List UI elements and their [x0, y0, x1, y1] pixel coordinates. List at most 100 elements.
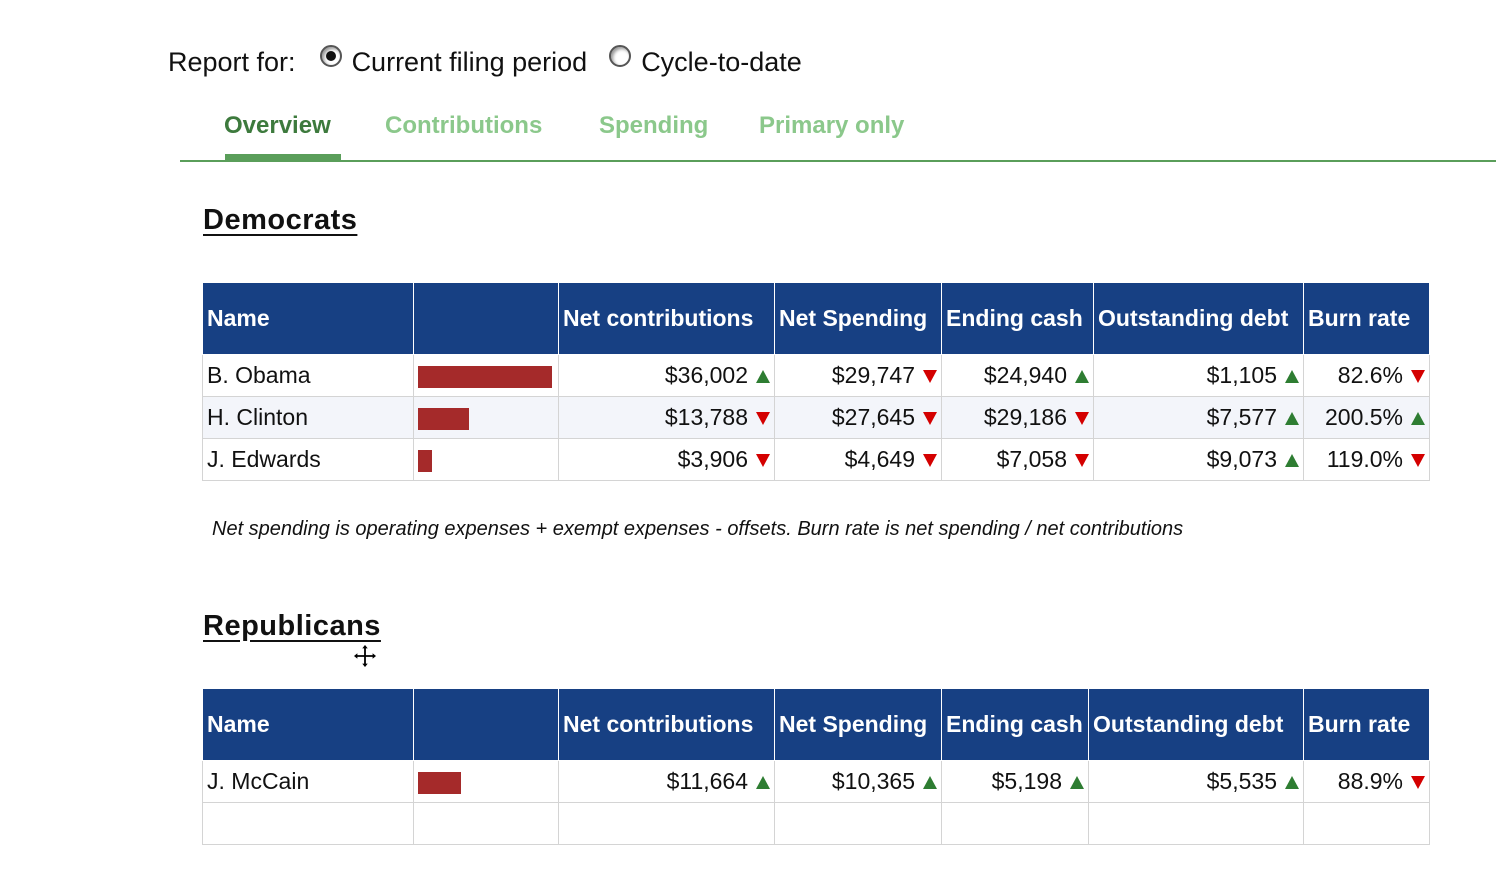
outstanding-debt-value: $1,105: [1206, 362, 1277, 388]
trend-down-icon: [1411, 454, 1425, 468]
trend-up-icon: [923, 776, 937, 790]
empty-cell: [941, 802, 1089, 845]
contribution-bar: [418, 407, 469, 430]
column-header-ending-cash[interactable]: Ending cash: [941, 688, 1089, 761]
outstanding-debt-cell: $9,073: [1093, 438, 1304, 481]
bar-cell: [413, 438, 559, 481]
column-header-name[interactable]: Name: [202, 688, 414, 761]
move-cursor-icon: [352, 643, 378, 669]
burn-rate-cell: 119.0%: [1303, 438, 1430, 481]
candidate-name[interactable]: J. McCain: [202, 760, 414, 803]
net-contributions-value: $11,664: [666, 768, 748, 794]
trend-up-icon: [1075, 370, 1089, 384]
trend-down-icon: [1075, 412, 1089, 426]
trend-down-icon: [756, 412, 770, 426]
tab-bar: Overview Contributions Spending Primary …: [180, 104, 1496, 162]
outstanding-debt-cell: $5,535: [1088, 760, 1304, 803]
net-contributions-cell: $36,002: [558, 354, 775, 397]
bar-cell: [413, 354, 559, 397]
column-header-ending-cash[interactable]: Ending cash: [941, 282, 1094, 355]
column-header-burn-rate[interactable]: Burn rate: [1303, 688, 1430, 761]
candidate-name[interactable]: H. Clinton: [202, 396, 414, 439]
empty-cell: [1088, 802, 1304, 845]
candidate-name[interactable]: J. Edwards: [202, 438, 414, 481]
report-for-label: Report for:: [168, 46, 296, 77]
outstanding-debt-value: $7,577: [1206, 404, 1277, 430]
radio-current-filing-period[interactable]: Current filing period: [319, 45, 588, 78]
ending-cash-value: $5,198: [991, 768, 1062, 794]
trend-up-icon: [756, 776, 770, 790]
column-header-burn-rate[interactable]: Burn rate: [1303, 282, 1430, 355]
net-spending-value: $29,747: [831, 362, 915, 388]
table-row: B. Obama $36,002 $29,747 $24,940 $1,105 82.6%: [202, 354, 1430, 397]
burn-rate-cell: 88.9%: [1303, 760, 1430, 803]
trend-up-icon: [756, 370, 770, 384]
net-spending-value: $10,365: [831, 768, 915, 794]
empty-cell: [202, 802, 414, 845]
burn-rate-value: 200.5%: [1324, 404, 1403, 430]
net-contributions-cell: $3,906: [558, 438, 775, 481]
republicans-heading: Republicans: [203, 610, 381, 642]
tab-spending[interactable]: Spending: [599, 112, 709, 139]
ending-cash-cell: $5,198: [941, 760, 1089, 803]
table-row-partial: [202, 802, 1430, 845]
net-spending-cell: $4,649: [774, 438, 942, 481]
trend-up-icon: [1285, 370, 1299, 384]
report-for-selector: Report for: Current filing period Cycle-…: [168, 44, 824, 80]
net-contributions-cell: $11,664: [558, 760, 775, 803]
candidate-name[interactable]: B. Obama: [202, 354, 414, 397]
radio-button-selected[interactable]: [319, 45, 342, 67]
radio-button-unselected[interactable]: [609, 45, 632, 67]
ending-cash-cell: $24,940: [941, 354, 1094, 397]
column-header-net-spending[interactable]: Net Spending: [774, 688, 942, 761]
table-row: H. Clinton $13,788 $27,645 $29,186 $7,577 200…: [202, 396, 1430, 439]
empty-cell: [558, 802, 775, 845]
empty-cell: [413, 802, 559, 845]
ending-cash-value: $24,940: [983, 362, 1067, 388]
column-header-net-contributions[interactable]: Net contributions: [558, 688, 775, 761]
burn-rate-value: 88.9%: [1337, 768, 1403, 794]
table-row: J. McCain $11,664 $10,365 $5,198 $5,535 88.9%: [202, 760, 1430, 803]
net-contributions-value: $3,906: [677, 446, 748, 472]
burn-rate-value: 119.0%: [1326, 446, 1403, 472]
column-header-outstanding-debt[interactable]: Outstanding debt: [1093, 282, 1304, 355]
burn-rate-cell: 82.6%: [1303, 354, 1430, 397]
trend-up-icon: [1285, 412, 1299, 426]
trend-down-icon: [923, 412, 937, 426]
column-header-outstanding-debt[interactable]: Outstanding debt: [1088, 688, 1304, 761]
trend-up-icon: [1070, 776, 1084, 790]
trend-down-icon: [923, 454, 937, 468]
trend-down-icon: [923, 370, 937, 384]
radio-cycle-to-date[interactable]: Cycle-to-date: [609, 45, 802, 78]
tab-contributions[interactable]: Contributions: [385, 112, 543, 139]
trend-down-icon: [1411, 776, 1425, 790]
radio-cycle-to-date-label: Cycle-to-date: [641, 46, 802, 77]
column-header-name[interactable]: Name: [202, 282, 414, 355]
net-contributions-value: $36,002: [664, 362, 748, 388]
outstanding-debt-cell: $7,577: [1093, 396, 1304, 439]
ending-cash-value: $7,058: [996, 446, 1067, 472]
column-header-bar: [413, 688, 559, 761]
burn-rate-value: 82.6%: [1337, 362, 1403, 388]
net-spending-value: $4,649: [844, 446, 915, 472]
radio-current-filing-period-label: Current filing period: [351, 46, 588, 77]
column-header-bar: [413, 282, 559, 355]
empty-cell: [774, 802, 942, 845]
column-header-net-contributions[interactable]: Net contributions: [558, 282, 775, 355]
net-spending-value: $27,645: [831, 404, 915, 430]
tab-primary-only[interactable]: Primary only: [759, 112, 905, 139]
outstanding-debt-value: $9,073: [1206, 446, 1277, 472]
bar-cell: [413, 396, 559, 439]
tab-overview[interactable]: Overview: [224, 112, 331, 139]
contribution-bar: [418, 449, 432, 472]
column-header-net-spending[interactable]: Net Spending: [774, 282, 942, 355]
burn-rate-cell: 200.5%: [1303, 396, 1430, 439]
net-spending-cell: $29,747: [774, 354, 942, 397]
net-contributions-cell: $13,788: [558, 396, 775, 439]
trend-down-icon: [1075, 454, 1089, 468]
trend-up-icon: [1411, 412, 1425, 426]
ending-cash-cell: $7,058: [941, 438, 1094, 481]
contribution-bar: [418, 771, 461, 794]
trend-down-icon: [756, 454, 770, 468]
outstanding-debt-value: $5,535: [1206, 768, 1277, 794]
